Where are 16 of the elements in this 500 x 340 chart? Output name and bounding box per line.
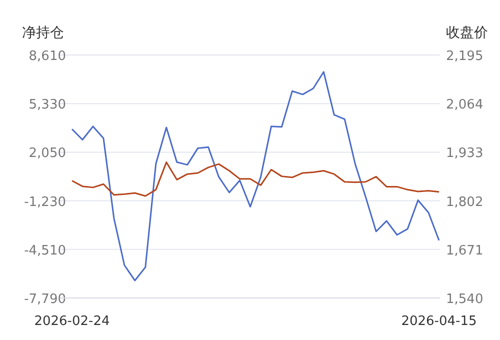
y2-tick-label: 1,671: [446, 243, 484, 258]
y2-tick-label: 1,933: [446, 146, 484, 162]
y-tick-label: 8,610: [28, 49, 66, 64]
y2-tick-label: 1,802: [446, 194, 484, 210]
y2-tick-label: 2,195: [446, 49, 484, 64]
x-tick-label: 2026-02-24: [34, 314, 110, 329]
y-axis-title: 净持仓: [22, 25, 64, 41]
x-tick-label: 2026-04-15: [401, 314, 477, 329]
y-tick-label: -1,230: [24, 194, 66, 210]
y-tick-label: 5,330: [28, 98, 66, 113]
y-tick-label: -4,510: [24, 243, 66, 258]
y2-axis-title: 收盘价: [446, 25, 488, 41]
y-tick-label: -7,790: [24, 292, 66, 307]
y2-tick-label: 1,540: [446, 292, 484, 307]
y-tick-label: 2,050: [28, 146, 66, 162]
y2-tick-label: 2,064: [446, 98, 484, 113]
